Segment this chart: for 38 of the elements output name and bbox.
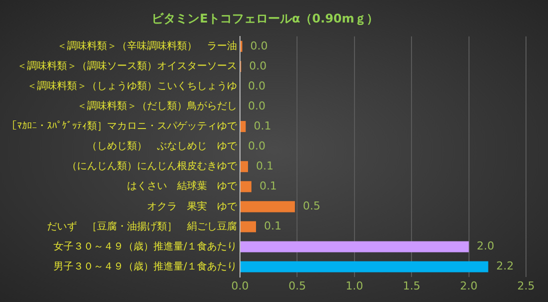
y-tick-label: （しめじ類） ぶなしめじ ゆで: [87, 140, 238, 152]
bar: [240, 241, 469, 252]
data-label: 0.1: [264, 220, 282, 233]
data-label: 0.0: [248, 99, 266, 112]
y-tick-label: ＜調味料類＞（しょうゆ類）こいくちしょうゆ: [27, 80, 237, 92]
bar: [240, 261, 488, 272]
data-label: 0.1: [254, 119, 272, 132]
bar: [240, 181, 252, 192]
y-tick-label: ＜調味料類＞（辛味調味料類） ラー油: [57, 40, 237, 52]
data-label: 0.5: [302, 200, 320, 213]
bar: [240, 201, 295, 212]
bar: [240, 221, 256, 232]
y-tick-label: オクラ 果実 ゆで: [147, 200, 238, 212]
x-tick-label: 2.0: [460, 279, 478, 292]
y-tick-label: （にんじん類）にんじん根皮むきゆで: [67, 160, 238, 172]
data-label: 0.0: [250, 39, 268, 52]
y-tick-label: はくさい 結球葉 ゆで: [127, 180, 238, 192]
data-label: 2.2: [496, 260, 514, 273]
y-tick-label: ＜調味料類＞（だし類）鳥がらだし: [77, 100, 237, 112]
x-tick-label: 1.5: [402, 279, 420, 292]
data-label: 2.0: [476, 240, 494, 253]
chart-title: ビタミンEトコフェロールα（0.90mｇ）: [152, 11, 378, 26]
x-tick-label: 1.0: [346, 279, 364, 292]
data-label: 0.1: [259, 180, 277, 193]
x-tick-label: 0.5: [288, 279, 306, 292]
x-tick-label: 2.5: [517, 279, 535, 292]
bar: [240, 161, 248, 172]
x-tick-label: 0.0: [231, 279, 249, 292]
data-label: 0.1: [256, 159, 274, 172]
y-tick-label: ［ﾏｶﾛﾆ・ｽﾊﾟｹﾞｯﾃｨ類］マカロニ・スパゲッティゆで: [7, 120, 238, 132]
y-tick-label: 女子３０～４９（歳）推進量/１食あたり: [54, 240, 237, 252]
y-tick-label: 男子３０～４９（歳）推進量/１食あたり: [54, 260, 237, 272]
y-tick-label: ＜調味料類＞（調味ソース類）オイスターソース: [17, 60, 237, 72]
data-label: 0.0: [248, 79, 266, 92]
data-label: 0.0: [248, 139, 266, 152]
data-label: 0.0: [249, 59, 267, 72]
y-tick-label: だいず ［豆腐・油揚げ類］ 絹ごし豆腐: [47, 220, 237, 232]
bar: [240, 121, 246, 132]
